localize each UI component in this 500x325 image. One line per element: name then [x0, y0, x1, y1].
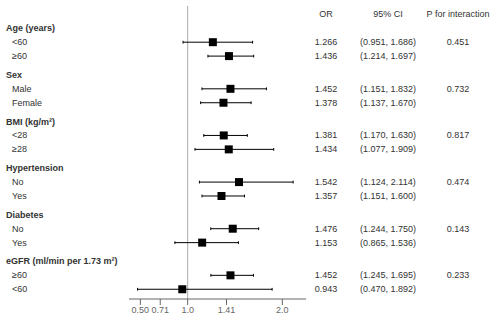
svg-text:1.381: 1.381	[315, 130, 338, 140]
svg-text:P for interaction: P for interaction	[427, 9, 490, 19]
svg-text:0.732: 0.732	[447, 84, 470, 94]
svg-text:1.452: 1.452	[315, 270, 338, 280]
svg-text:1.0: 1.0	[181, 305, 194, 315]
svg-text:≥60: ≥60	[12, 51, 27, 61]
svg-text:Diabetes: Diabetes	[8, 210, 44, 220]
svg-text:(1.137, 1.670): (1.137, 1.670)	[360, 98, 416, 108]
svg-text:(1.244, 1.750): (1.244, 1.750)	[360, 224, 416, 234]
svg-text:(1.170, 1.630): (1.170, 1.630)	[360, 130, 416, 140]
svg-text:(1.151, 1.600): (1.151, 1.600)	[360, 191, 416, 201]
svg-text:(1.124, 2.114): (1.124, 2.114)	[360, 177, 415, 187]
svg-text:0.817: 0.817	[447, 130, 470, 140]
svg-text:Yes: Yes	[12, 191, 27, 201]
svg-text:(1.214, 1.697): (1.214, 1.697)	[360, 51, 416, 61]
svg-text:95% CI: 95% CI	[373, 9, 403, 19]
svg-text:0.474: 0.474	[447, 177, 470, 187]
svg-text:(1.077, 1.909): (1.077, 1.909)	[360, 144, 416, 154]
svg-text:1.378: 1.378	[315, 98, 338, 108]
svg-text:0.451: 0.451	[447, 37, 470, 47]
svg-text:(1.245, 1.695): (1.245, 1.695)	[360, 270, 416, 280]
svg-text:1.452: 1.452	[315, 84, 338, 94]
svg-text:Sex: Sex	[8, 70, 22, 80]
svg-text:(0.865, 1.536): (0.865, 1.536)	[360, 238, 416, 248]
svg-text:1.542: 1.542	[315, 177, 338, 187]
svg-text:eGFR (ml/min per 1.73 m²): eGFR (ml/min per 1.73 m²)	[8, 256, 118, 266]
svg-text:1.357: 1.357	[315, 191, 338, 201]
svg-text:≥28: ≥28	[12, 144, 27, 154]
svg-text:Female: Female	[12, 98, 42, 108]
svg-text:0.71: 0.71	[151, 305, 169, 315]
svg-text:Age (years): Age (years)	[8, 23, 55, 33]
svg-text:0.943: 0.943	[315, 284, 338, 294]
svg-text:(1.151, 1.832): (1.151, 1.832)	[360, 84, 416, 94]
svg-text:0.233: 0.233	[447, 270, 470, 280]
svg-text:<60: <60	[12, 284, 27, 294]
svg-text:No: No	[12, 224, 24, 234]
svg-text:OR: OR	[319, 9, 333, 19]
svg-text:Hypertension: Hypertension	[8, 163, 64, 173]
svg-text:≥60: ≥60	[12, 270, 27, 280]
svg-text:<60: <60	[12, 37, 27, 47]
svg-text:BMI (kg/m²): BMI (kg/m²)	[8, 117, 55, 127]
svg-text:Male: Male	[12, 84, 32, 94]
svg-text:2.0: 2.0	[276, 305, 289, 315]
svg-text:0.143: 0.143	[447, 224, 470, 234]
svg-text:<28: <28	[12, 130, 27, 140]
svg-text:0.50: 0.50	[132, 305, 150, 315]
svg-text:1.266: 1.266	[315, 37, 338, 47]
svg-text:(0.470, 1.892): (0.470, 1.892)	[360, 284, 416, 294]
svg-text:1.41: 1.41	[218, 305, 236, 315]
svg-text:No: No	[12, 177, 24, 187]
svg-text:(0.951, 1.686): (0.951, 1.686)	[360, 37, 416, 47]
svg-text:1.434: 1.434	[315, 144, 338, 154]
svg-text:1.476: 1.476	[315, 224, 338, 234]
svg-text:1.436: 1.436	[315, 51, 338, 61]
svg-text:1.153: 1.153	[315, 238, 338, 248]
svg-text:Yes: Yes	[12, 238, 27, 248]
